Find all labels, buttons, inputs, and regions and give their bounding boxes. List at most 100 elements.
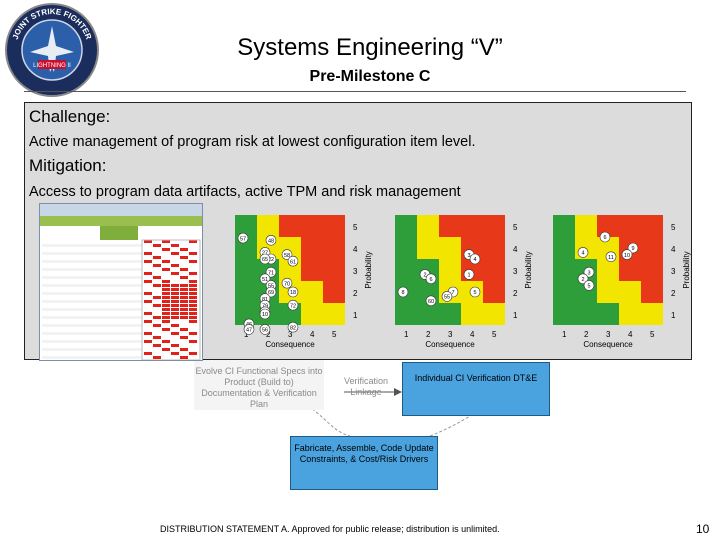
risk-marker: 47 [243, 324, 255, 335]
risk-cell [553, 303, 575, 325]
risk-cell [395, 215, 417, 237]
risk-cell [553, 281, 575, 303]
challenge-text: Active management of program risk at low… [29, 134, 476, 150]
risk-cell [323, 303, 345, 325]
risk-marker-label: 82 [290, 325, 296, 331]
risk-matrix-2: 5 4 3 2 1 1 2 3 4 5 Consequence Probability 3 4 2 6 1 7 55… [395, 215, 545, 350]
risk-marker-label: 55 [444, 295, 450, 301]
risk-marker-label: 58 [284, 253, 290, 259]
risk-marker-label: 70 [284, 281, 290, 287]
risk-cell [439, 215, 461, 237]
risk-marker: 71 [265, 266, 277, 278]
x-tick-label: 2 [584, 330, 589, 339]
risk-cell [257, 215, 279, 237]
x-axis-label: Consequence [425, 340, 475, 349]
risk-marker: 1 [463, 269, 475, 280]
risk-marker-label: 51 [262, 277, 268, 283]
risk-marker: 10 [621, 249, 633, 260]
x-tick-label: 1 [562, 330, 567, 339]
risk-marker-label: 2 [423, 273, 426, 279]
x-tick-label: 4 [470, 330, 475, 339]
y-tick-label: 3 [513, 267, 518, 276]
risk-cell [301, 215, 323, 237]
risk-marker-label: 60 [428, 299, 434, 305]
risk-marker-label: 55 [268, 284, 274, 290]
risk-marker: 6 [425, 273, 437, 285]
risk-marker-label: 8 [401, 290, 404, 296]
risk-cell [641, 303, 663, 325]
risk-marker-label: 4 [473, 257, 476, 263]
risk-marker-label: 11 [608, 255, 614, 261]
risk-cell [553, 237, 575, 259]
risk-cell [301, 259, 323, 281]
y-tick-label: 2 [513, 289, 518, 298]
risk-marker-label: 9 [631, 246, 634, 252]
risk-marker: 82 [287, 321, 299, 333]
risk-spreadsheet-thumbnail [39, 203, 203, 361]
risk-cell [483, 237, 505, 259]
logo-center-text: LIGHTNING II [33, 63, 71, 69]
risk-marker: 9 [627, 242, 639, 254]
mitigation-heading: Mitigation: [29, 156, 107, 175]
risk-cell [483, 259, 505, 281]
risk-marker: 69 [265, 286, 277, 298]
risk-marker: 4 [469, 253, 481, 265]
y-tick-label: 4 [671, 245, 676, 254]
x-tick-label: 2 [426, 330, 431, 339]
y-tick-label: 5 [513, 223, 518, 232]
risk-marker: 6 [599, 231, 611, 243]
risk-marker: 10 [259, 308, 271, 320]
risk-marker: 70 [281, 277, 293, 289]
risk-marker-label: 48 [268, 239, 274, 245]
risk-marker-label: 6 [603, 235, 606, 241]
risk-cell [417, 303, 439, 325]
risk-cell [483, 281, 505, 303]
individual-ci-box: Individual CI Verification DT&E [402, 362, 550, 416]
risk-marker: 5 [583, 280, 595, 291]
risk-cell [619, 281, 641, 303]
risk-marker-label: 47 [246, 328, 252, 334]
risk-cell [323, 259, 345, 281]
risk-cell [641, 215, 663, 237]
risk-marker-label: 1 [467, 273, 470, 279]
y-tick-label: 5 [671, 223, 676, 232]
risk-matrix-svg: 5 4 3 2 1 1 2 3 4 5 Consequence Probability 57 482722… [235, 215, 373, 349]
risk-cell [575, 303, 597, 325]
y-tick-label: 4 [353, 245, 358, 254]
risk-marker-label: 4 [581, 251, 584, 257]
x-tick-label: 2 [266, 330, 271, 339]
risk-cell [235, 259, 257, 281]
risk-marker: 58 [281, 249, 293, 260]
spreadsheet-graphic [40, 204, 202, 360]
risk-marker-label: 71 [268, 270, 274, 276]
risk-cell [417, 215, 439, 237]
title-divider [24, 91, 686, 92]
risk-marker: 72 [287, 299, 299, 311]
x-tick-label: 4 [628, 330, 633, 339]
risk-cell [553, 215, 575, 237]
risk-cell [301, 281, 323, 303]
y-axis-label: Probability [682, 251, 691, 288]
risk-cell [597, 259, 619, 281]
risk-cell [483, 215, 505, 237]
risk-marker-label: 81 [262, 297, 268, 303]
risk-marker: 8 [397, 286, 409, 298]
risk-cell [641, 237, 663, 259]
risk-marker-label: 65 [262, 257, 268, 263]
risk-matrix-3: 5 4 3 2 1 1 2 3 4 5 Consequence Probability 6 9 10 11 4 3… [553, 215, 703, 350]
x-tick-label: 1 [404, 330, 409, 339]
y-axis-label: Probability [364, 251, 373, 288]
risk-cell [619, 303, 641, 325]
risk-cell [575, 215, 597, 237]
risk-cell [395, 303, 417, 325]
y-tick-label: 3 [353, 267, 358, 276]
risk-marker-label: 3 [467, 253, 470, 259]
x-tick-label: 4 [310, 330, 315, 339]
risk-cell [323, 237, 345, 259]
risk-marker-label: 79 [262, 303, 268, 309]
x-tick-label: 5 [492, 330, 497, 339]
challenge-panel: Challenge: Active management of program … [24, 102, 692, 361]
jsf-logo: LIGHTNING II JOINT STRIKE FIGHTER [4, 2, 100, 98]
risk-cell [301, 303, 323, 325]
risk-marker-label: 10 [262, 312, 268, 318]
